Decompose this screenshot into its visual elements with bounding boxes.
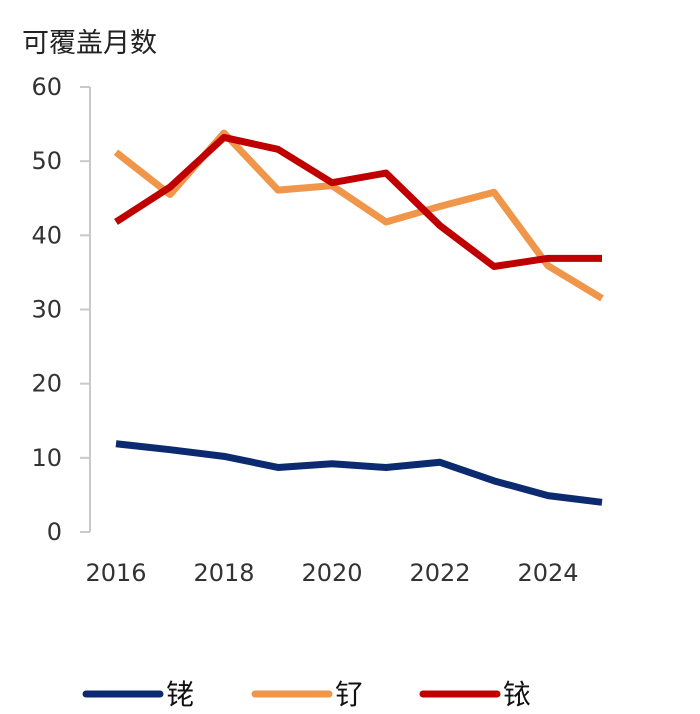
y-tick-label: 40 <box>31 221 62 249</box>
legend: 铑钌铱 <box>82 678 531 711</box>
legend-label: 钌 <box>335 678 363 711</box>
y-tick-label: 30 <box>31 296 62 324</box>
series-line-2 <box>113 129 604 302</box>
x-tick-label: 2020 <box>301 559 362 587</box>
x-tick-label: 2018 <box>193 559 254 587</box>
y-tick-label: 20 <box>31 370 62 398</box>
y-tick-label: 0 <box>47 518 62 546</box>
x-axis-ticks: 2016 2018 2020 2022 2024 <box>85 559 578 587</box>
y-tick-label: 60 <box>31 73 62 101</box>
series-line-3 <box>114 133 602 270</box>
legend-label: 铱 <box>503 678 531 711</box>
y-tick-label: 50 <box>31 147 62 175</box>
legend-label: 铑 <box>166 678 194 711</box>
series-lines <box>113 129 604 506</box>
x-tick-label: 2022 <box>409 559 470 587</box>
series-line-1 <box>115 440 603 506</box>
y-axis-ticks: 0 10 20 30 40 50 60 <box>31 73 90 546</box>
x-tick-label: 2016 <box>85 559 146 587</box>
y-axis-title: 可覆盖月数 <box>22 28 157 59</box>
x-tick-label: 2024 <box>517 559 578 587</box>
y-tick-label: 10 <box>31 444 62 472</box>
